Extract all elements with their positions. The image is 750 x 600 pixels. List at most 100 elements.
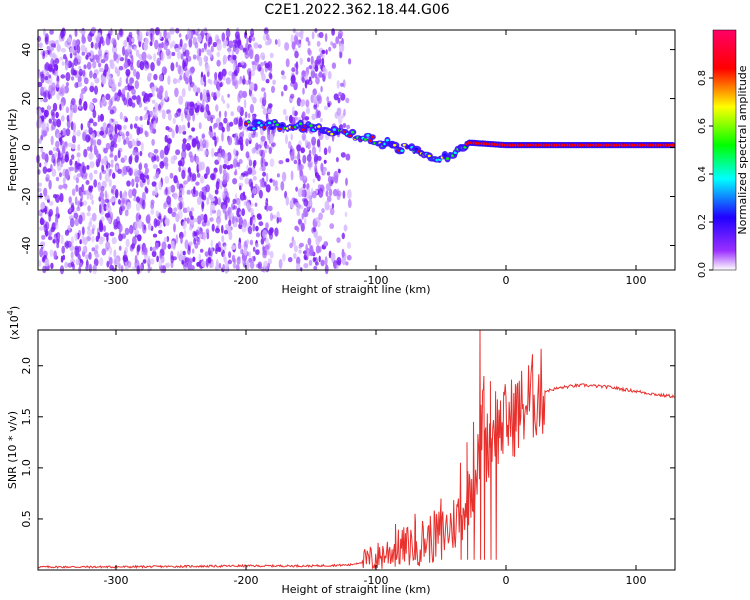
heatmap-cell xyxy=(98,67,104,73)
heatmap-cell xyxy=(192,256,196,263)
heatmap-cell xyxy=(258,189,263,199)
heatmap-cell xyxy=(303,207,308,218)
heatmap-cell xyxy=(292,28,296,34)
heatmap-cell xyxy=(62,254,66,261)
heatmap-cell xyxy=(146,29,151,36)
heatmap-cell xyxy=(43,28,46,36)
heatmap-cell xyxy=(124,85,128,91)
heatmap-cell xyxy=(228,219,232,227)
heatmap-cell xyxy=(301,132,307,141)
heatmap-cell xyxy=(223,229,228,235)
heatmap-cell xyxy=(303,263,309,269)
heatmap-cell xyxy=(107,105,112,111)
heatmap-cell xyxy=(247,226,253,235)
heatmap-cell xyxy=(56,161,62,172)
heatmap-cell xyxy=(221,224,224,234)
heatmap-cell xyxy=(204,42,207,51)
heatmap-cell xyxy=(173,192,178,200)
heatmap-cell xyxy=(242,191,246,197)
heatmap-cell xyxy=(255,243,260,248)
heatmap-cell xyxy=(292,148,295,157)
heatmap-cell xyxy=(182,138,187,144)
heatmap-cell xyxy=(62,130,67,136)
heatmap-cell xyxy=(307,141,311,150)
heatmap-cell xyxy=(183,180,189,185)
heatmap-cell xyxy=(209,250,213,257)
heatmap-cell xyxy=(209,51,213,59)
heatmap-cell xyxy=(101,75,107,85)
heatmap-cell xyxy=(43,187,48,197)
heatmap-cell xyxy=(93,169,98,175)
heatmap-cell xyxy=(217,196,222,206)
heatmap-cell xyxy=(145,187,149,194)
heatmap-cell xyxy=(302,154,307,164)
heatmap-cell xyxy=(268,146,272,155)
heatmap-cell xyxy=(93,179,98,188)
heatmap-cell xyxy=(312,257,316,263)
heatmap-cell xyxy=(315,245,321,254)
heatmap-cell xyxy=(232,158,238,168)
heatmap-cell xyxy=(61,61,65,66)
heatmap-cell xyxy=(163,236,168,243)
heatmap-cell xyxy=(140,142,144,152)
heatmap-cell xyxy=(219,180,223,190)
heatmap-cell xyxy=(91,235,95,243)
heatmap-cell xyxy=(290,93,295,99)
heatmap-cell xyxy=(188,241,193,246)
heatmap-cell xyxy=(89,144,93,153)
heatmap-cell xyxy=(118,89,122,96)
heatmap-cell xyxy=(265,184,271,193)
x-tick-label: -100 xyxy=(364,274,389,287)
heatmap-cell xyxy=(171,40,176,48)
heatmap-cell xyxy=(100,185,105,192)
heatmap-cell xyxy=(45,221,50,231)
heatmap-cell xyxy=(203,74,206,83)
heatmap-cell xyxy=(331,62,337,69)
signal-core xyxy=(270,126,274,130)
heatmap-cell xyxy=(59,56,64,61)
heatmap-cell xyxy=(202,143,206,149)
heatmap-cell xyxy=(111,37,117,45)
heatmap-cell xyxy=(167,112,172,121)
heatmap-cell xyxy=(55,194,60,203)
heatmap-cell xyxy=(86,190,90,200)
heatmap-cell xyxy=(85,180,90,185)
heatmap-cell xyxy=(199,248,204,253)
heatmap-cell xyxy=(290,116,296,127)
heatmap-cell xyxy=(293,245,298,253)
heatmap-cell xyxy=(120,157,126,163)
heatmap-cell xyxy=(150,258,155,265)
heatmap-cell xyxy=(226,197,230,203)
heatmap-cell xyxy=(123,190,127,200)
heatmap-cell xyxy=(262,171,267,177)
heatmap-cell xyxy=(99,172,102,181)
heatmap-cell xyxy=(231,73,236,83)
heatmap-cell xyxy=(114,154,118,162)
heatmap-cell xyxy=(50,125,54,131)
heatmap-cell xyxy=(153,120,157,129)
heatmap-cell xyxy=(252,216,256,224)
heatmap-cell xyxy=(317,110,321,119)
heatmap-cell xyxy=(120,265,124,273)
heatmap-cell xyxy=(91,199,94,205)
heatmap-cell xyxy=(113,133,119,140)
heatmap-cell xyxy=(239,44,244,51)
heatmap-cell xyxy=(312,227,317,233)
heatmap-cell xyxy=(204,55,207,62)
heatmap-cell xyxy=(81,51,86,56)
heatmap-cell xyxy=(235,34,241,45)
heatmap-cell xyxy=(164,176,170,184)
signal-core xyxy=(402,143,406,147)
heatmap-cell xyxy=(347,198,352,209)
heatmap-cell xyxy=(251,147,256,154)
heatmap-cell xyxy=(78,214,83,225)
heatmap-cell xyxy=(250,93,254,101)
heatmap-cell xyxy=(315,172,320,179)
heatmap-cell xyxy=(107,30,111,39)
heatmap-cell xyxy=(105,205,109,210)
heatmap-cell xyxy=(149,246,153,252)
heatmap-cell xyxy=(92,60,97,69)
heatmap-cell xyxy=(84,129,88,134)
heatmap-cell xyxy=(117,124,122,131)
heatmap-cell xyxy=(293,159,298,165)
